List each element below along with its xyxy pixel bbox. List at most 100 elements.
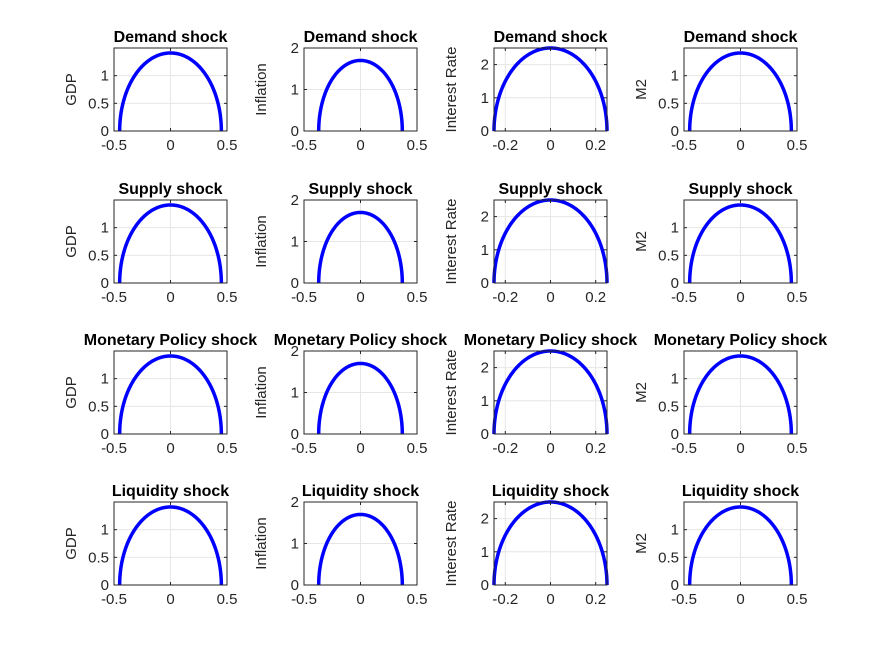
y-tick-label: 0	[101, 275, 109, 292]
x-tick-label: -0.2	[492, 591, 518, 608]
y-tick-label: 2	[291, 343, 299, 360]
x-tick-label: 0.5	[407, 137, 428, 154]
subplot-title: Liquidity shock	[492, 483, 609, 500]
y-tick-label: 0.5	[658, 95, 679, 112]
x-tick-label: 0.5	[787, 591, 808, 608]
y-tick-label: 0	[671, 275, 679, 292]
series-line	[687, 354, 794, 435]
x-tick-label: 0	[546, 137, 554, 154]
y-tick-label: 1	[671, 68, 679, 85]
series-line	[687, 505, 794, 586]
y-tick-label: 2	[481, 57, 489, 74]
y-axis-label: Inflation	[253, 366, 270, 419]
y-tick-label: 1	[291, 385, 299, 402]
subplot-title: Supply shock	[118, 181, 222, 198]
y-tick-label: 2	[291, 494, 299, 511]
y-tick-label: 0	[671, 577, 679, 594]
series-line	[687, 203, 794, 284]
y-axis-label: Interest Rate	[443, 501, 460, 587]
y-axis-label: Interest Rate	[443, 47, 460, 133]
x-tick-label: 0	[736, 440, 744, 457]
y-tick-label: 0.5	[88, 549, 109, 566]
x-tick-label: 0	[356, 289, 364, 306]
subplot-title: Liquidity shock	[682, 483, 799, 500]
y-tick-label: 0.5	[88, 398, 109, 415]
subplot-title: Liquidity shock	[302, 483, 419, 500]
x-tick-label: 0	[736, 289, 744, 306]
x-tick-label: -0.5	[671, 440, 697, 457]
y-tick-label: 1	[101, 371, 109, 388]
y-tick-label: 0	[481, 426, 489, 443]
y-axis-label: Inflation	[253, 215, 270, 268]
x-tick-label: -0.5	[291, 137, 317, 154]
y-tick-label: 0	[101, 123, 109, 140]
y-axis-label: M2	[633, 79, 650, 100]
subplot-title: Monetary Policy shock	[274, 332, 447, 349]
y-tick-label: 0.5	[658, 398, 679, 415]
y-tick-label: 0	[291, 426, 299, 443]
x-tick-label: -0.2	[492, 440, 518, 457]
y-tick-label: 2	[481, 511, 489, 528]
x-tick-label: -0.5	[101, 137, 127, 154]
subplot-title: Supply shock	[498, 181, 602, 198]
y-axis-label: M2	[633, 533, 650, 554]
y-tick-label: 1	[101, 220, 109, 237]
y-axis-label: GDP	[63, 376, 80, 409]
x-tick-label: 0	[166, 137, 174, 154]
y-tick-label: 0	[481, 123, 489, 140]
y-axis-label: Interest Rate	[443, 199, 460, 285]
y-tick-label: 2	[291, 192, 299, 209]
x-tick-label: 0.2	[585, 137, 606, 154]
y-axis-label: Interest Rate	[443, 350, 460, 436]
y-axis-label: GDP	[63, 73, 80, 106]
y-tick-label: 0	[481, 577, 489, 594]
x-tick-label: 0.5	[217, 289, 238, 306]
y-axis-label: M2	[633, 231, 650, 252]
series-line	[117, 51, 224, 132]
x-tick-label: 0.5	[217, 137, 238, 154]
x-tick-label: 0.2	[585, 289, 606, 306]
y-tick-label: 1	[481, 242, 489, 259]
subplot-title: Demand shock	[114, 29, 228, 46]
y-tick-label: 0.5	[88, 247, 109, 264]
subplot-title: Monetary Policy shock	[654, 332, 827, 349]
x-tick-label: 0	[356, 440, 364, 457]
series-line	[316, 58, 405, 132]
x-tick-label: 0	[736, 137, 744, 154]
y-tick-label: 0	[291, 275, 299, 292]
y-tick-label: 0.5	[88, 95, 109, 112]
y-tick-label: 1	[481, 90, 489, 107]
x-tick-label: -0.5	[101, 289, 127, 306]
x-tick-label: 0.5	[407, 289, 428, 306]
y-tick-label: 1	[101, 522, 109, 539]
x-tick-label: 0.5	[407, 440, 428, 457]
x-tick-label: -0.2	[492, 289, 518, 306]
x-tick-label: -0.2	[492, 137, 518, 154]
y-tick-label: 0	[481, 275, 489, 292]
series-line	[687, 51, 794, 132]
subplot-title: Supply shock	[308, 181, 412, 198]
y-tick-label: 1	[671, 371, 679, 388]
subplot-title: Demand shock	[304, 29, 418, 46]
subplot-title: Monetary Policy shock	[84, 332, 257, 349]
series-line	[316, 210, 405, 284]
y-tick-label: 1	[671, 220, 679, 237]
x-tick-label: -0.5	[671, 289, 697, 306]
x-tick-label: 0	[546, 289, 554, 306]
x-tick-label: 0	[166, 440, 174, 457]
y-tick-label: 0.5	[658, 549, 679, 566]
y-tick-label: 1	[671, 522, 679, 539]
y-tick-label: 0	[671, 426, 679, 443]
x-tick-label: -0.5	[291, 591, 317, 608]
y-tick-label: 1	[481, 393, 489, 410]
x-tick-label: 0	[546, 440, 554, 457]
x-tick-label: 0	[356, 137, 364, 154]
